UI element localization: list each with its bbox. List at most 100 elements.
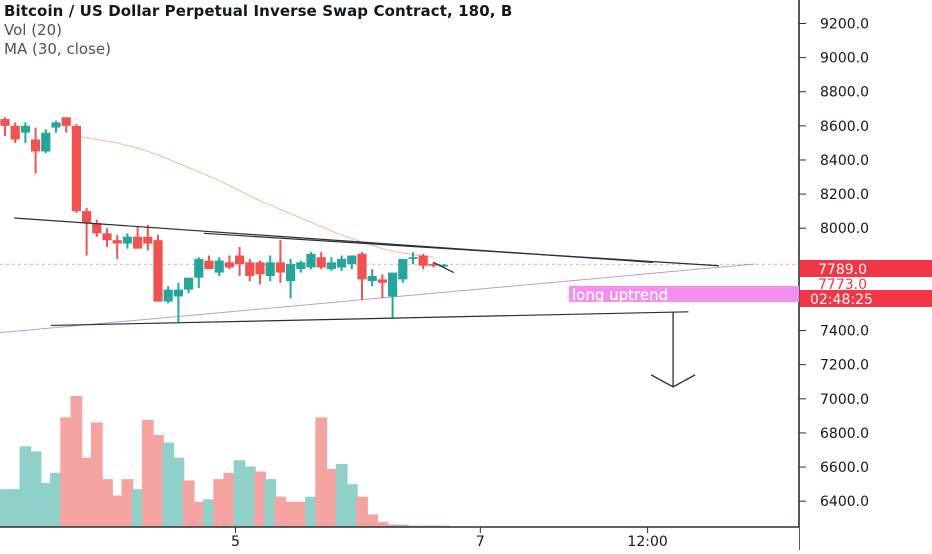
candle-body [367, 275, 377, 282]
price-tick-label: 8200.0 [820, 187, 869, 203]
trendline[interactable] [50, 311, 689, 327]
candle [408, 252, 418, 265]
moving-average-layer [0, 135, 800, 265]
price-tick-label: 8000.0 [820, 221, 869, 237]
candle-body [153, 240, 163, 302]
volume-bar [233, 460, 246, 527]
price-tick-label: 8800.0 [820, 85, 869, 101]
candle [143, 224, 153, 251]
volume-bar [325, 469, 338, 527]
candle [122, 233, 132, 249]
trendline[interactable] [203, 232, 720, 267]
candle-body [31, 139, 41, 152]
volume-bar [376, 521, 389, 527]
uptrend-layer [0, 263, 755, 334]
price-tick-label: 9000.0 [820, 51, 869, 67]
candle-body [102, 233, 112, 241]
candle [367, 269, 377, 287]
candle [51, 120, 61, 133]
volume-bar [335, 464, 348, 527]
volume-bar [284, 501, 297, 527]
volume-bar [50, 472, 62, 527]
candle-body [133, 236, 143, 249]
candle [347, 255, 357, 270]
candle [163, 286, 173, 304]
candle-body [347, 255, 357, 265]
time-axis[interactable]: 5 7 12:00 [0, 526, 799, 550]
candle [337, 255, 347, 271]
volume-bar [19, 446, 32, 527]
candle-body [306, 253, 316, 268]
volume-bar [386, 524, 399, 527]
candle-body [439, 264, 449, 267]
price-tick-label: 6800.0 [820, 426, 869, 442]
candle-body [204, 260, 214, 270]
volume-bar [70, 395, 83, 527]
symbol-title: Bitcoin / US Dollar Perpetual Inverse Sw… [4, 2, 513, 20]
candle-body [71, 125, 81, 212]
target-arrow-head[interactable] [650, 374, 696, 388]
candle [173, 282, 183, 323]
candle-body [184, 277, 194, 290]
candle-body [316, 257, 326, 268]
candle [428, 262, 438, 268]
price-tick-label: 7200.0 [820, 358, 869, 374]
volume-bar [101, 479, 113, 527]
volume-bar [39, 482, 52, 527]
volume-bar [345, 484, 358, 527]
price-tick-label: 8600.0 [820, 119, 869, 135]
candle-body [122, 236, 132, 244]
candles-layer [0, 117, 449, 323]
countdown-label: 02:48:25 [810, 292, 873, 308]
volume-bar [213, 479, 226, 527]
candle [102, 228, 112, 247]
volume-bar [0, 489, 11, 527]
volume-bar [9, 489, 22, 527]
candle [265, 255, 275, 282]
candle [418, 253, 428, 270]
candle [316, 252, 326, 270]
candle [71, 124, 81, 213]
annotation-bg [569, 286, 799, 302]
candle [235, 246, 245, 276]
candle [275, 240, 285, 283]
last-price-label-bg [800, 260, 932, 277]
candle [204, 255, 214, 270]
trendline[interactable] [433, 261, 455, 274]
candle-body [418, 255, 428, 266]
volume-layer [0, 395, 450, 527]
candle [245, 258, 255, 282]
drawings-layer[interactable] [14, 217, 720, 388]
candle [31, 127, 41, 174]
candle-body [408, 257, 418, 259]
candle-body [163, 289, 173, 302]
volume-bar [162, 442, 175, 527]
volume-bar [223, 472, 236, 527]
chart-legend: Bitcoin / US Dollar Perpetual Inverse Sw… [4, 2, 512, 59]
candle [286, 258, 296, 299]
candle-body [265, 262, 275, 276]
candle-body [41, 132, 51, 152]
candle-body [326, 262, 336, 270]
candle [82, 207, 92, 256]
volume-bar [60, 417, 73, 527]
volume-bar [366, 514, 379, 527]
candle [184, 277, 194, 294]
candle [92, 219, 102, 237]
candle [20, 122, 30, 143]
candle-body [112, 240, 122, 244]
candle-body [194, 258, 204, 278]
volume-bar [192, 501, 205, 527]
candle [306, 252, 316, 270]
candle-body [10, 125, 20, 140]
price-tick-label: 9200.0 [820, 17, 869, 33]
candle-body [92, 223, 102, 234]
uptrend-line [0, 263, 755, 334]
candle-body [296, 262, 306, 270]
price-tick-label: 7000.0 [820, 392, 869, 408]
volume-bar [182, 480, 195, 527]
candle-body [398, 258, 408, 280]
candle-body [275, 262, 285, 273]
